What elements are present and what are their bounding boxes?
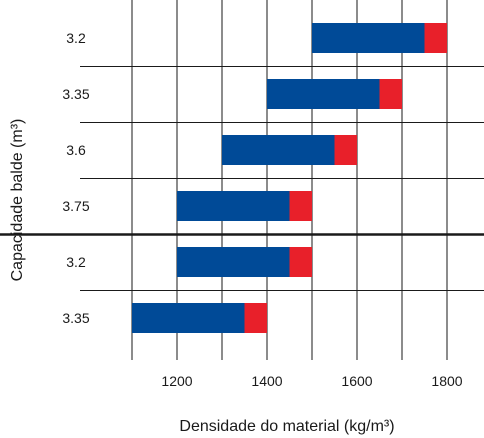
- x-axis-title: Densidade do material (kg/m³): [179, 418, 394, 435]
- bar-main: [177, 247, 290, 277]
- bar-extension: [289, 191, 312, 221]
- category-labels: 3.2 3.35 3.6 3.75 3.2 3.35: [62, 30, 89, 326]
- category-label: 3.6: [66, 142, 86, 158]
- x-tick-label: 1200: [161, 373, 192, 389]
- x-tick-label: 1800: [431, 373, 462, 389]
- bars: [132, 23, 447, 333]
- category-label: 3.35: [62, 310, 89, 326]
- category-label: 3.2: [66, 30, 86, 46]
- bar-main: [312, 23, 425, 53]
- bar-main: [267, 79, 380, 109]
- x-tick-labels: 1200 1400 1600 1800: [161, 373, 462, 389]
- bar-main: [132, 303, 245, 333]
- x-tick-label: 1400: [251, 373, 282, 389]
- bar-extension: [379, 79, 402, 109]
- bar-extension: [424, 23, 447, 53]
- category-label: 3.75: [62, 198, 89, 214]
- bar-extension: [289, 247, 312, 277]
- y-axis-title: Capacidade balde (m³): [9, 119, 26, 282]
- x-tick-label: 1600: [341, 373, 372, 389]
- bar-extension: [334, 135, 357, 165]
- bar-main: [222, 135, 335, 165]
- bar-main: [177, 191, 290, 221]
- bar-extension: [244, 303, 267, 333]
- category-label: 3.35: [62, 86, 89, 102]
- category-label: 3.2: [66, 254, 86, 270]
- grid-lines: [0, 0, 484, 360]
